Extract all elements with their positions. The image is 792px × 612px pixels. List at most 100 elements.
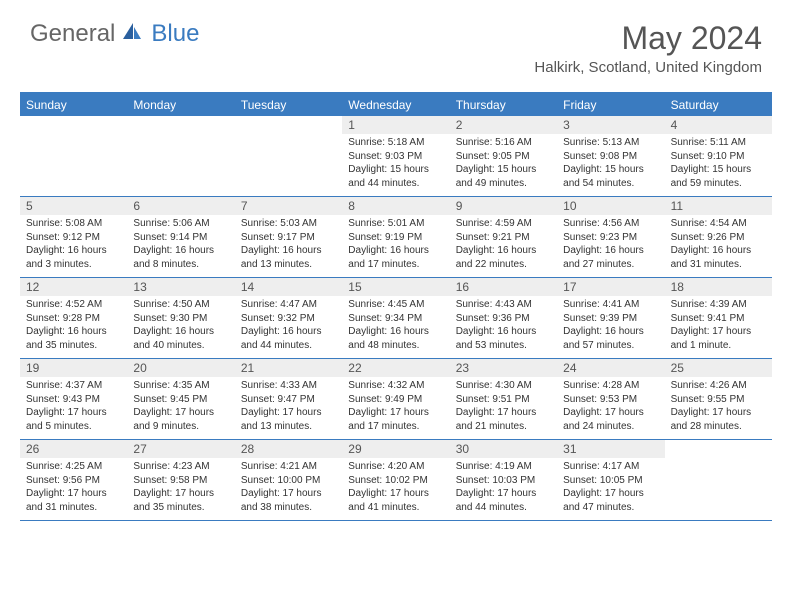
day-info: Sunrise: 4:43 AMSunset: 9:36 PMDaylight:… [450,298,557,352]
day-cell: 24Sunrise: 4:28 AMSunset: 9:53 PMDayligh… [557,359,664,439]
week-row: 19 Sunrise: 4:37 AMSunset: 9:43 PMDayligh… [20,359,772,440]
calendar: SundayMondayTuesdayWednesdayThursdayFrid… [20,92,772,521]
day-cell: 1 Sunrise: 5:18 AMSunset: 9:03 PMDaylight… [342,116,449,196]
day-info: Sunrise: 4:56 AMSunset: 9:23 PMDaylight:… [557,217,664,271]
logo-text-general: General [30,20,115,48]
day-info: Sunrise: 4:32 AMSunset: 9:49 PMDaylight:… [342,379,449,433]
day-cell: 15Sunrise: 4:45 AMSunset: 9:34 PMDayligh… [342,278,449,358]
day-cell: 30 Sunrise: 4:19 AMSunset: 10:03 PMDaylig… [450,440,557,520]
day-cell: 16 Sunrise: 4:43 AMSunset: 9:36 PMDayligh… [450,278,557,358]
day-cell: 23 Sunrise: 4:30 AMSunset: 9:51 PMDayligh… [450,359,557,439]
day-number: 6 [127,197,234,215]
logo: General Blue [30,20,199,48]
day-number: 16 [450,278,557,296]
day-number: 11 [665,197,772,215]
logo-text-blue: Blue [151,20,199,48]
day-number: 28 [235,440,342,458]
day-info: Sunrise: 4:45 AMSunset: 9:34 PMDaylight:… [342,298,449,352]
day-info: Sunrise: 5:18 AMSunset: 9:03 PMDaylight:… [342,136,449,190]
day-info: Sunrise: 4:39 AMSunset: 9:41 PMDaylight:… [665,298,772,352]
day-info: Sunrise: 5:03 AMSunset: 9:17 PMDaylight:… [235,217,342,271]
day-info: Sunrise: 5:01 AMSunset: 9:19 PMDaylight:… [342,217,449,271]
weekday-header: Wednesday [342,94,449,116]
day-cell: 4 Sunrise: 5:11 AMSunset: 9:10 PMDaylight… [665,116,772,196]
day-cell: 12Sunrise: 4:52 AMSunset: 9:28 PMDayligh… [20,278,127,358]
empty-cell [665,440,772,520]
day-number: 2 [450,116,557,134]
weekday-header: Tuesday [235,94,342,116]
day-info: Sunrise: 4:28 AMSunset: 9:53 PMDaylight:… [557,379,664,433]
week-row: 12Sunrise: 4:52 AMSunset: 9:28 PMDayligh… [20,278,772,359]
day-info: Sunrise: 4:21 AMSunset: 10:00 PMDaylight… [235,460,342,514]
day-number: 23 [450,359,557,377]
page-header: General Blue May 2024 Halkirk, Scotland,… [0,0,792,84]
day-cell: 2 Sunrise: 5:16 AMSunset: 9:05 PMDaylight… [450,116,557,196]
day-info: Sunrise: 4:26 AMSunset: 9:55 PMDaylight:… [665,379,772,433]
day-info: Sunrise: 5:13 AMSunset: 9:08 PMDaylight:… [557,136,664,190]
day-number: 21 [235,359,342,377]
day-info: Sunrise: 5:11 AMSunset: 9:10 PMDaylight:… [665,136,772,190]
day-cell: 20 Sunrise: 4:35 AMSunset: 9:45 PMDayligh… [127,359,234,439]
day-number: 18 [665,278,772,296]
day-number: 14 [235,278,342,296]
day-cell: 25Sunrise: 4:26 AMSunset: 9:55 PMDayligh… [665,359,772,439]
day-info: Sunrise: 4:59 AMSunset: 9:21 PMDaylight:… [450,217,557,271]
day-cell: 21 Sunrise: 4:33 AMSunset: 9:47 PMDayligh… [235,359,342,439]
day-info: Sunrise: 5:06 AMSunset: 9:14 PMDaylight:… [127,217,234,271]
day-cell: 29 Sunrise: 4:20 AMSunset: 10:02 PMDaylig… [342,440,449,520]
day-number: 13 [127,278,234,296]
day-number: 7 [235,197,342,215]
day-info: Sunrise: 4:54 AMSunset: 9:26 PMDaylight:… [665,217,772,271]
day-number: 27 [127,440,234,458]
day-cell: 7 Sunrise: 5:03 AMSunset: 9:17 PMDaylight… [235,197,342,277]
day-info: Sunrise: 4:41 AMSunset: 9:39 PMDaylight:… [557,298,664,352]
day-cell: 26 Sunrise: 4:25 AMSunset: 9:56 PMDayligh… [20,440,127,520]
logo-sail-icon [121,21,143,48]
empty-cell [127,116,234,196]
day-info: Sunrise: 4:35 AMSunset: 9:45 PMDaylight:… [127,379,234,433]
day-info: Sunrise: 5:16 AMSunset: 9:05 PMDaylight:… [450,136,557,190]
day-cell: 31Sunrise: 4:17 AMSunset: 10:05 PMDaylig… [557,440,664,520]
calendar-body: 1 Sunrise: 5:18 AMSunset: 9:03 PMDaylight… [20,116,772,521]
day-info: Sunrise: 4:50 AMSunset: 9:30 PMDaylight:… [127,298,234,352]
day-number: 3 [557,116,664,134]
week-row: 1 Sunrise: 5:18 AMSunset: 9:03 PMDaylight… [20,116,772,197]
day-cell: 8Sunrise: 5:01 AMSunset: 9:19 PMDaylight… [342,197,449,277]
day-info: Sunrise: 4:30 AMSunset: 9:51 PMDaylight:… [450,379,557,433]
day-info: Sunrise: 4:33 AMSunset: 9:47 PMDaylight:… [235,379,342,433]
week-row: 26 Sunrise: 4:25 AMSunset: 9:56 PMDayligh… [20,440,772,521]
empty-cell [235,116,342,196]
day-cell: 17 Sunrise: 4:41 AMSunset: 9:39 PMDayligh… [557,278,664,358]
day-cell: 10 Sunrise: 4:56 AMSunset: 9:23 PMDayligh… [557,197,664,277]
day-cell: 19 Sunrise: 4:37 AMSunset: 9:43 PMDayligh… [20,359,127,439]
day-cell: 14 Sunrise: 4:47 AMSunset: 9:32 PMDayligh… [235,278,342,358]
day-number: 26 [20,440,127,458]
weekday-header: Sunday [20,94,127,116]
day-number: 17 [557,278,664,296]
day-info: Sunrise: 5:08 AMSunset: 9:12 PMDaylight:… [20,217,127,271]
weekday-header: Thursday [450,94,557,116]
day-info: Sunrise: 4:20 AMSunset: 10:02 PMDaylight… [342,460,449,514]
day-info: Sunrise: 4:19 AMSunset: 10:03 PMDaylight… [450,460,557,514]
day-cell: 13 Sunrise: 4:50 AMSunset: 9:30 PMDayligh… [127,278,234,358]
month-title: May 2024 [534,20,762,57]
day-info: Sunrise: 4:37 AMSunset: 9:43 PMDaylight:… [20,379,127,433]
day-number: 4 [665,116,772,134]
day-cell: 28 Sunrise: 4:21 AMSunset: 10:00 PMDaylig… [235,440,342,520]
day-number: 30 [450,440,557,458]
weekday-header: Saturday [665,94,772,116]
day-info: Sunrise: 4:25 AMSunset: 9:56 PMDaylight:… [20,460,127,514]
day-info: Sunrise: 4:17 AMSunset: 10:05 PMDaylight… [557,460,664,514]
weekday-header: Friday [557,94,664,116]
day-number: 10 [557,197,664,215]
day-number: 29 [342,440,449,458]
day-number: 5 [20,197,127,215]
day-number: 1 [342,116,449,134]
location-text: Halkirk, Scotland, United Kingdom [534,59,762,76]
day-number: 19 [20,359,127,377]
day-cell: 18 Sunrise: 4:39 AMSunset: 9:41 PMDayligh… [665,278,772,358]
day-info: Sunrise: 4:47 AMSunset: 9:32 PMDaylight:… [235,298,342,352]
day-cell: 27Sunrise: 4:23 AMSunset: 9:58 PMDayligh… [127,440,234,520]
day-info: Sunrise: 4:52 AMSunset: 9:28 PMDaylight:… [20,298,127,352]
day-number: 20 [127,359,234,377]
